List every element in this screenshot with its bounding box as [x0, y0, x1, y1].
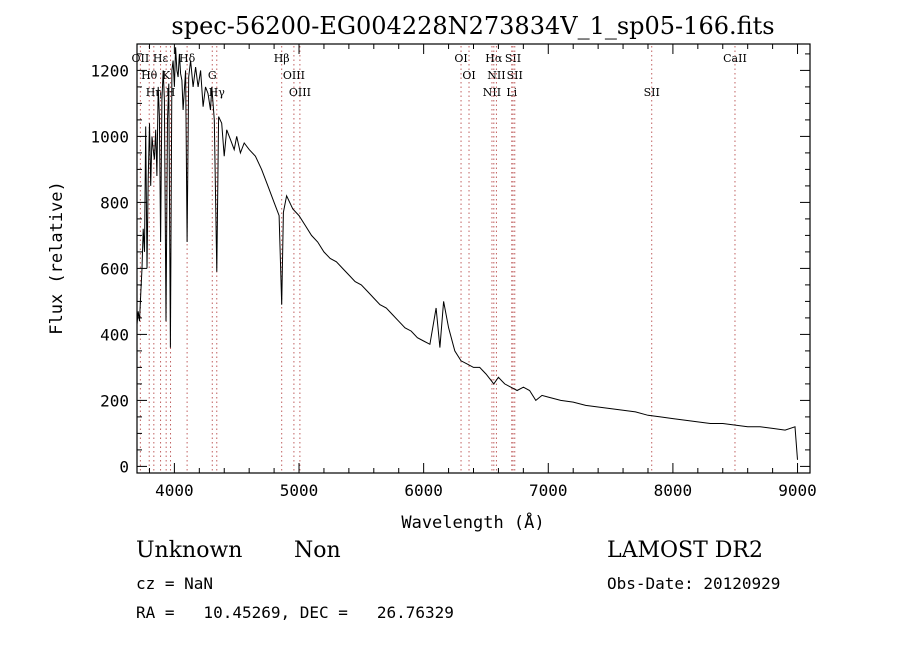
line-marker-label: OIII [283, 69, 305, 82]
line-marker-label: SII [507, 69, 523, 82]
chart-title: spec-56200-EG004228N273834V_1_sp05-166.f… [171, 12, 774, 40]
x-tick-label: 4000 [155, 481, 194, 500]
spectrum-line [136, 47, 798, 460]
x-tick-label: 6000 [404, 481, 443, 500]
line-marker-label: Hε [153, 52, 169, 65]
line-marker-label: Li [506, 86, 517, 99]
line-marker-label: SII [644, 86, 660, 99]
line-marker-label: SII [505, 52, 521, 65]
y-tick-label: 600 [100, 259, 129, 278]
line-marker-label: OIII [289, 86, 311, 99]
x-axis-label: Wavelength (Å) [401, 511, 544, 533]
y-tick-label: 1000 [90, 127, 129, 146]
line-marker-label: OI [462, 69, 475, 82]
y-tick-label: 1200 [90, 61, 129, 80]
axis-ticks: 4000 5000 6000 7000 8000 9000 0 200 400 600 800 100… [90, 44, 817, 500]
y-tick-label: 0 [119, 457, 129, 476]
line-marker-label: G [208, 69, 217, 82]
line-marker-label: K [162, 69, 171, 82]
survey-text: LAMOST DR2 [607, 538, 763, 563]
subclass-text: Non [294, 538, 341, 563]
line-markers: OIIHθHηHεKHHδGHγHβOIIIOIIIOIOINIIHαNIILi… [132, 46, 747, 473]
classification-text: Unknown [136, 538, 243, 563]
line-marker-label: OII [132, 52, 150, 65]
x-tick-label: 8000 [654, 481, 693, 500]
y-axis-label: Flux (relative) [47, 181, 67, 335]
x-tick-label: 5000 [280, 481, 319, 500]
redshift-text: cz = NaN [136, 574, 214, 593]
line-marker-label: Hθ [141, 69, 158, 82]
line-marker-label: CaII [723, 52, 747, 65]
y-tick-label: 800 [100, 193, 129, 212]
y-tick-label: 400 [100, 325, 129, 344]
plot-frame [136, 43, 811, 474]
y-tick-label: 200 [100, 391, 129, 410]
line-marker-label: OI [454, 52, 467, 65]
line-marker-label: Hβ [274, 52, 290, 65]
coordinates-text: RA = 10.45269, DEC = 26.76329 [136, 603, 454, 622]
line-marker-label: Hδ [179, 52, 196, 65]
line-marker-label: Hη [146, 86, 162, 99]
x-tick-label: 7000 [529, 481, 568, 500]
line-marker-label: H [166, 86, 176, 99]
obs-date-text: Obs-Date: 20120929 [607, 574, 781, 593]
x-tick-label: 9000 [778, 481, 817, 500]
line-marker-label: NII [483, 86, 501, 99]
line-marker-label: NII [487, 69, 505, 82]
line-marker-label: Hα [485, 52, 503, 65]
